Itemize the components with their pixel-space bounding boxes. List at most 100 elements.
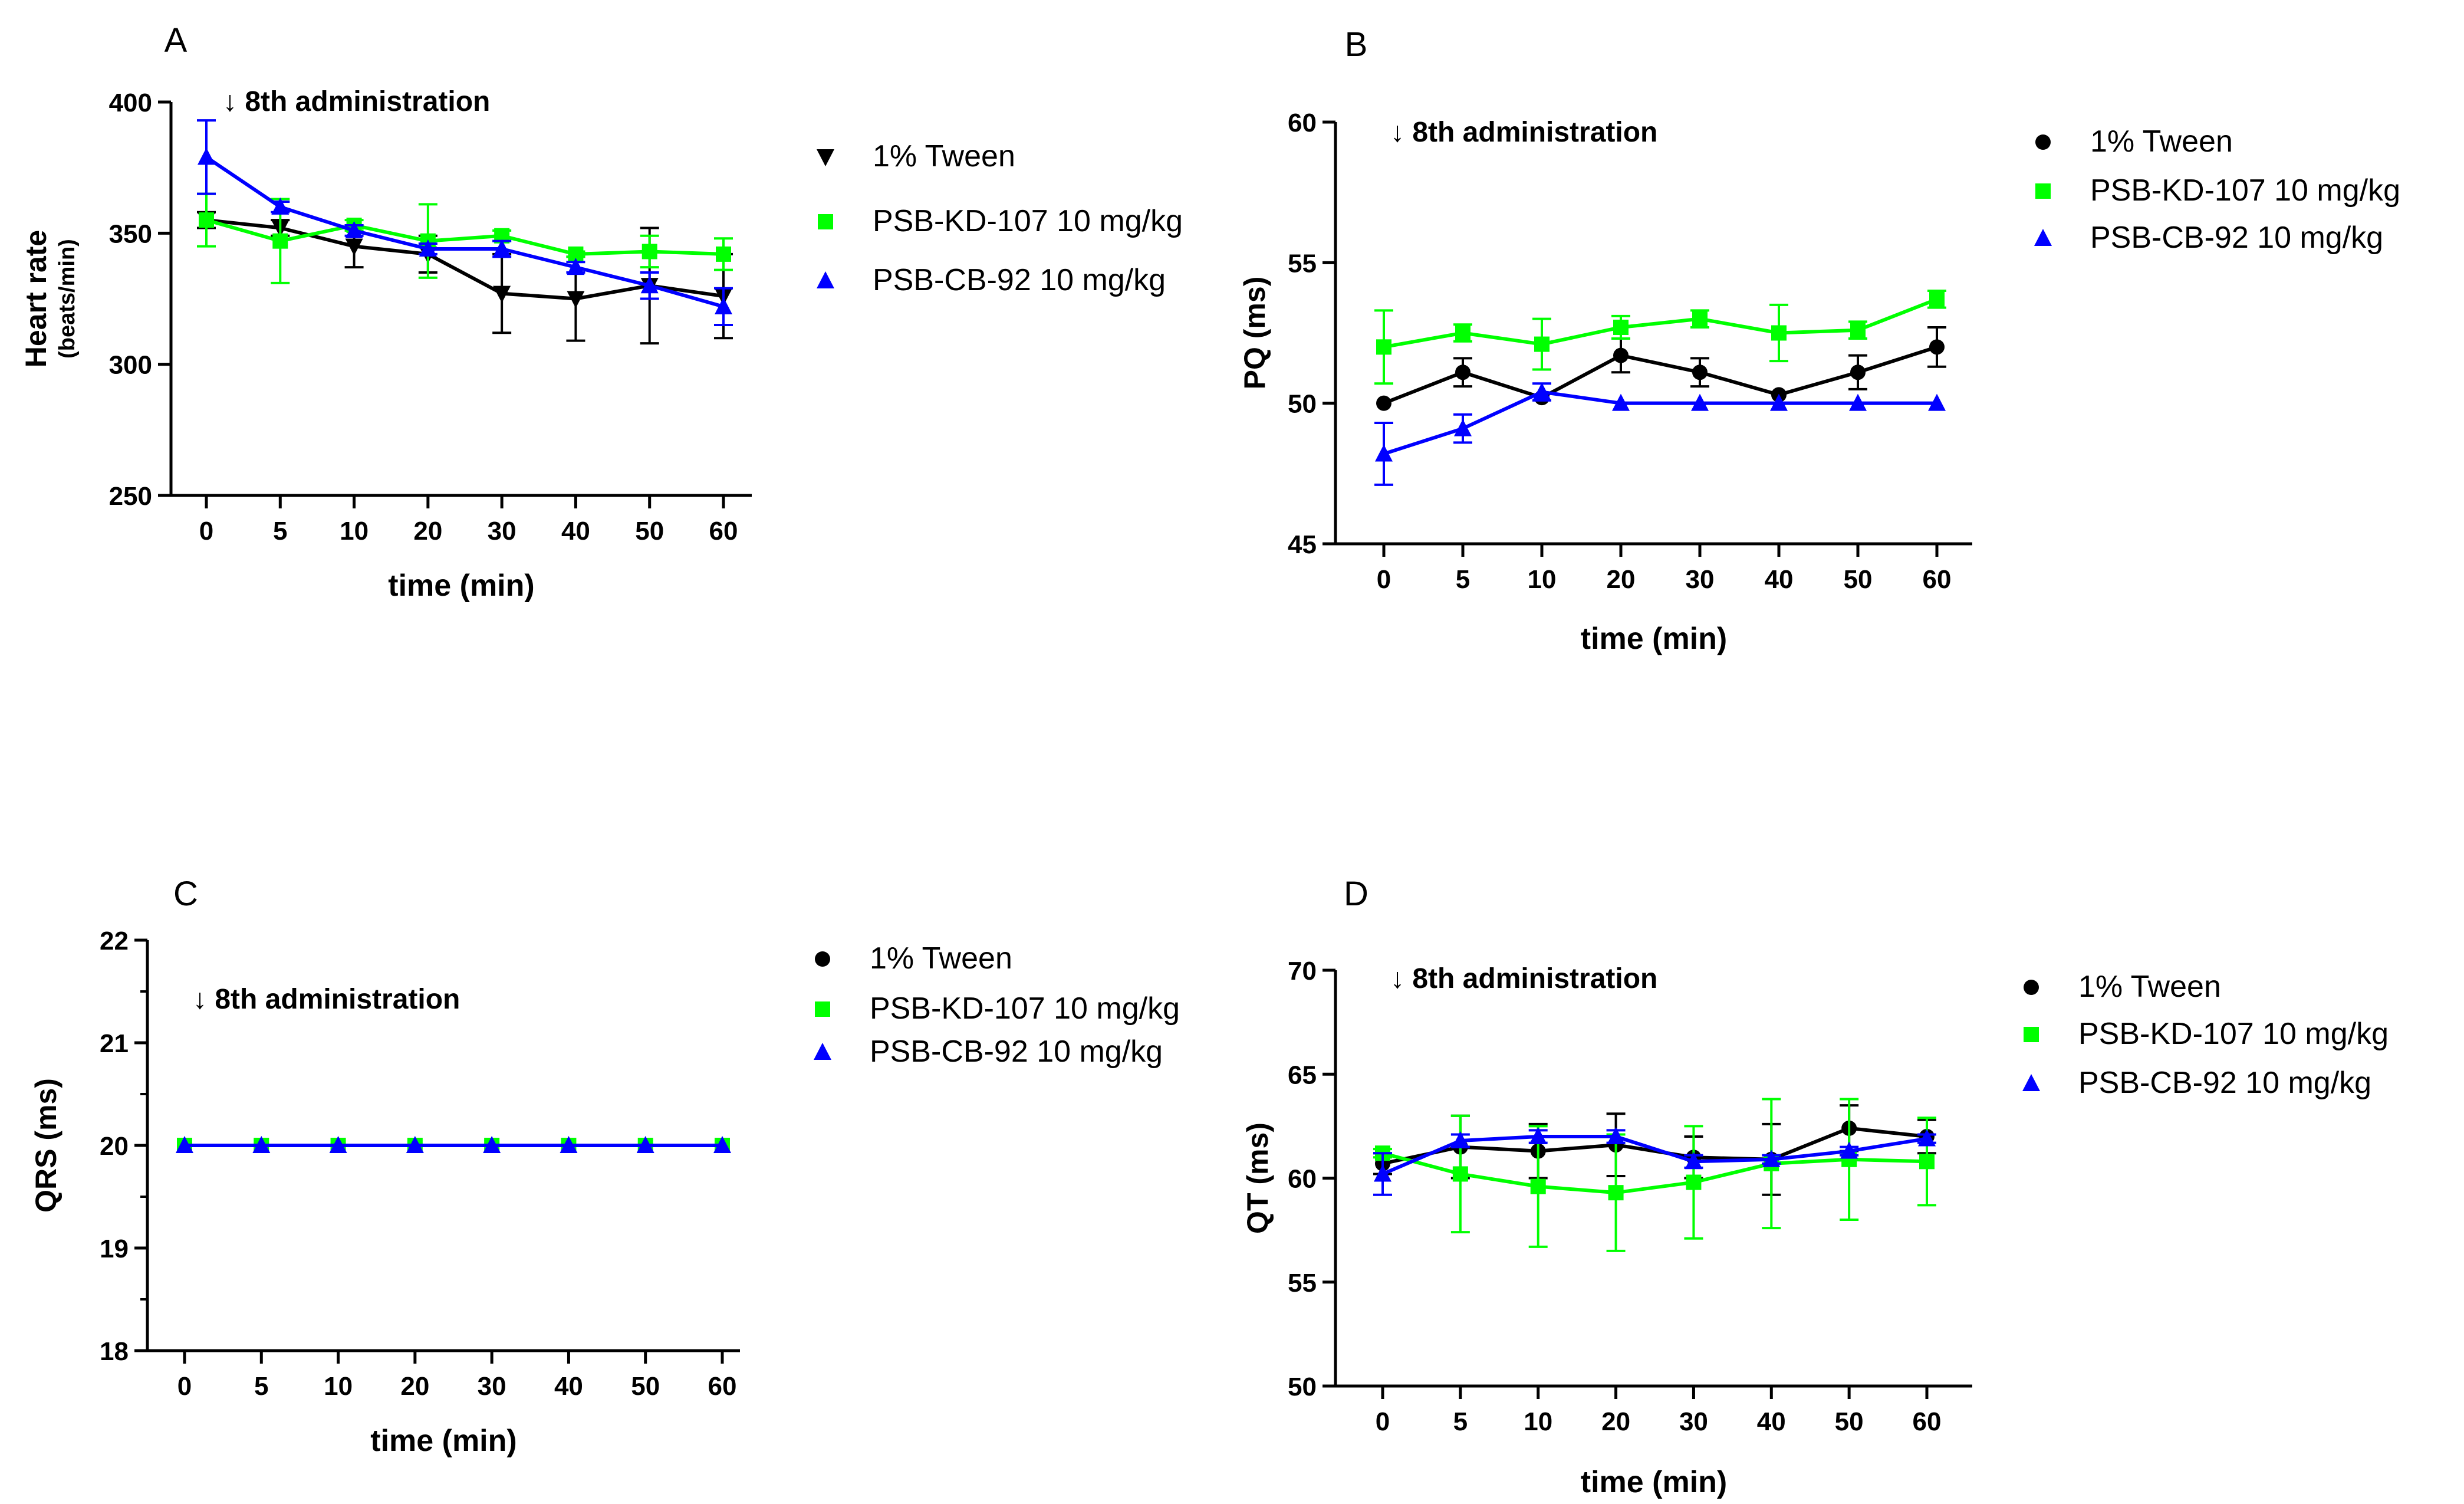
series-line [1381, 1135, 1927, 1176]
data-point [1613, 319, 1629, 335]
data-point [560, 1136, 578, 1153]
x-tick-label: 20 [1601, 1407, 1630, 1436]
y-tick-label: 50 [1288, 390, 1317, 419]
x-tick-label: 60 [708, 1372, 737, 1401]
legend-label: PSB-KD-107 10 mg/kg [870, 991, 1180, 1026]
panel-a: A 250 300 350 400 0 5 10 20 30 40 50 60 time (min) Hea… [19, 21, 1183, 603]
x-axis-title: time (min) [1581, 622, 1727, 656]
data-point [1692, 311, 1708, 327]
y-tick-label: 22 [100, 927, 129, 955]
data-point [636, 1136, 654, 1153]
legend-label: 1% Tween [2090, 124, 2233, 159]
data-point [329, 1136, 347, 1153]
data-point [1762, 1150, 1781, 1167]
data-point [567, 258, 585, 275]
legend: 1% Tween PSB-KD-107 10 mg/kg PSB-CB-92 10 … [814, 941, 1180, 1069]
data-point [1929, 291, 1945, 307]
series-psb-cb-92-10-mg-kg [197, 119, 733, 326]
data-point [1530, 1178, 1546, 1194]
data-point [1850, 364, 1866, 380]
administration-annotation: ↓ 8th administration [193, 984, 460, 1015]
x-tick-label: 30 [488, 517, 517, 546]
legend-label: 1% Tween [2078, 970, 2221, 1004]
x-axis-title: time (min) [370, 1424, 517, 1458]
series-psb-kd-107-10-mg-kg [197, 192, 733, 284]
data-point [1928, 393, 1946, 411]
x-tick-label: 40 [1757, 1407, 1786, 1436]
data-point [406, 1136, 424, 1153]
data-point [483, 1136, 501, 1153]
data-point [1607, 1127, 1625, 1144]
series-line [206, 218, 724, 301]
data-point [715, 297, 732, 314]
x-tick-label: 5 [254, 1372, 268, 1401]
y-tick-label: 18 [100, 1337, 129, 1366]
x-tick-label: 40 [1765, 565, 1794, 594]
x-tick-label: 10 [340, 517, 369, 546]
panel-b: B 45 50 55 60 0 5 10 20 30 40 50 60 time (min) PQ (ms)… [1238, 25, 2400, 656]
x-tick-label: 10 [1524, 1407, 1552, 1436]
y-axis-subtitle: (beats/min) [55, 239, 80, 359]
series-line [1383, 297, 1938, 349]
x-tick-label: 50 [635, 517, 664, 546]
panel-letter: A [165, 21, 187, 60]
data-point [272, 233, 288, 249]
x-tick-label: 60 [709, 517, 738, 546]
x-tick-label: 5 [1456, 565, 1470, 594]
x-tick-label: 30 [1686, 565, 1715, 594]
y-tick-label: 250 [109, 482, 152, 511]
data-point [1685, 1152, 1703, 1170]
y-tick-label: 400 [109, 88, 152, 117]
administration-annotation: ↓ 8th administration [1390, 117, 1657, 148]
legend-marker [815, 1001, 830, 1017]
legend: 1% Tween PSB-KD-107 10 mg/kg PSB-CB-92 10 … [817, 139, 1183, 297]
data-point [1692, 364, 1708, 380]
y-tick-label: 20 [100, 1132, 129, 1161]
y-tick-label: 70 [1288, 957, 1317, 986]
x-tick-label: 30 [1679, 1407, 1708, 1436]
data-point [1534, 336, 1550, 352]
x-tick-label: 0 [199, 517, 213, 546]
series-line [1382, 1126, 1927, 1165]
x-axis-title: time (min) [388, 569, 534, 603]
data-point [419, 239, 437, 257]
panel-letter: B [1345, 25, 1368, 64]
x-tick-label: 0 [1376, 1407, 1390, 1436]
y-tick-label: 45 [1288, 530, 1317, 559]
y-tick-label: 300 [109, 351, 152, 380]
y-tick-label: 55 [1288, 249, 1317, 278]
data-point [493, 285, 511, 303]
legend-marker [2035, 183, 2051, 199]
data-point [198, 147, 215, 165]
y-axis-title: QT (ms) [1241, 1122, 1274, 1234]
y-tick-label: 19 [100, 1234, 129, 1263]
x-tick-label: 50 [1835, 1407, 1864, 1436]
data-point [1850, 322, 1866, 338]
legend-marker [817, 149, 834, 166]
legend-marker [2034, 229, 2052, 246]
panel-c: C 18 19 20 21 22 0 5 10 20 30 40 50 60 time (min) QRS (… [29, 875, 1180, 1458]
x-tick-label: 10 [1528, 565, 1557, 594]
data-point [1691, 393, 1709, 411]
data-point [1613, 347, 1629, 363]
data-point [493, 239, 511, 257]
series-psb-kd-107-10-mg-kg [1374, 290, 1946, 385]
data-point [1455, 325, 1470, 341]
y-tick-label: 350 [109, 219, 152, 248]
x-tick-label: 5 [1453, 1407, 1468, 1436]
data-point [1929, 339, 1945, 355]
series-1-tween [197, 211, 733, 345]
legend-marker [818, 214, 833, 229]
x-tick-label: 0 [177, 1372, 192, 1401]
legend-marker [2024, 980, 2039, 995]
series-line [1383, 390, 1937, 456]
legend: 1% Tween PSB-KD-107 10 mg/kg PSB-CB-92 10 … [2022, 970, 2389, 1100]
x-tick-label: 50 [631, 1372, 660, 1401]
panel-letter: C [173, 875, 198, 913]
x-tick-label: 40 [554, 1372, 583, 1401]
x-tick-label: 0 [1377, 565, 1391, 594]
data-point [1529, 1127, 1547, 1144]
data-point [1455, 364, 1470, 380]
series-line [1382, 1151, 1927, 1195]
